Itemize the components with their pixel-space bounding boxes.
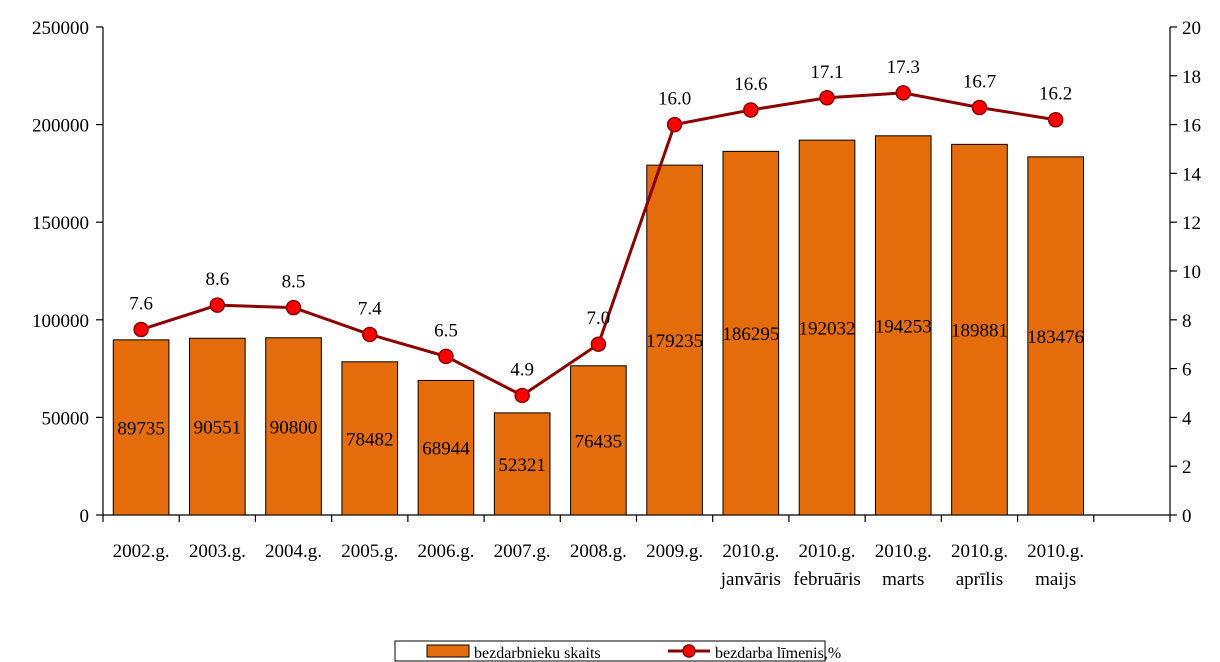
line-marker [819, 90, 835, 106]
y2-tick-label: 20 [1182, 18, 1201, 39]
y2-tick-label: 10 [1182, 262, 1201, 283]
x-tick-label: 2003.g. [189, 541, 246, 562]
y2-tick-label: 8 [1182, 311, 1192, 332]
x-tick-label: 2010.g. janvāris [720, 541, 781, 590]
legend-label: bezdarbnieku skaits [474, 645, 601, 662]
y-tick-label: 50000 [42, 408, 90, 429]
line-value-label: 16.0 [658, 89, 691, 110]
y-tick-label: 150000 [32, 213, 89, 234]
bar [265, 337, 322, 516]
line-marker [285, 299, 302, 316]
bar-value-label: 68944 [422, 439, 470, 460]
y2-tick-label: 6 [1182, 360, 1192, 381]
line-value-label: 16.7 [963, 72, 996, 93]
y2-tick-label: 2 [1182, 457, 1192, 478]
x-tick-label: 2004.g. [265, 541, 322, 562]
bar [112, 339, 170, 516]
line-value-label: 8.5 [282, 272, 306, 293]
line-value-label: 16.6 [734, 74, 767, 95]
bar [570, 365, 627, 516]
line-marker [590, 336, 607, 352]
y-tick-label: 250000 [32, 18, 89, 39]
y2-tick-label: 12 [1182, 213, 1201, 234]
x-tick-label: 2010.g. aprīlis [951, 541, 1008, 590]
line-value-label: 16.2 [1039, 84, 1072, 105]
line-marker [438, 348, 454, 365]
bar [189, 337, 246, 516]
legend-marker [682, 644, 696, 658]
bar [493, 412, 551, 516]
bar-value-label: 52321 [498, 455, 546, 476]
x-tick-label: 2008.g. [570, 541, 627, 562]
bar [341, 361, 399, 516]
line-marker [895, 85, 911, 101]
bar-value-label: 89735 [117, 418, 165, 439]
line-value-label: 7.6 [129, 294, 153, 315]
y2-tick-label: 18 [1182, 67, 1201, 88]
bar-value-label: 186295 [722, 324, 779, 345]
legend-box [394, 640, 826, 662]
y-tick-label: 0 [80, 506, 90, 527]
x-tick-label: 2005.g. [341, 541, 398, 562]
bar [874, 135, 932, 516]
bar-value-label: 183476 [1027, 327, 1084, 348]
line-value-label: 8.6 [205, 269, 229, 290]
bar [646, 164, 703, 516]
bar [722, 150, 780, 516]
y-tick-label: 100000 [32, 311, 89, 332]
bar-value-label: 76435 [575, 431, 623, 452]
line-value-label: 4.9 [510, 359, 534, 380]
line-marker [514, 387, 530, 404]
line-marker [1047, 111, 1064, 128]
y-tick-label: 200000 [32, 116, 89, 137]
legend-swatch [426, 644, 470, 658]
y2-tick-label: 0 [1182, 506, 1192, 527]
line-value-label: 17.1 [810, 62, 843, 83]
bar [1027, 156, 1084, 516]
bar-value-label: 90551 [194, 418, 242, 439]
bar-value-label: 90800 [270, 417, 318, 438]
x-tick-label: 2010.g. februāris [793, 541, 861, 590]
y2-tick-label: 4 [1182, 408, 1192, 429]
bar [951, 143, 1008, 516]
line-marker [666, 116, 683, 133]
x-tick-label: 2006.g. [417, 541, 474, 562]
bar-value-label: 194253 [875, 316, 932, 337]
y2-tick-label: 14 [1182, 164, 1202, 185]
y2-tick-label: 16 [1182, 116, 1201, 137]
line-marker [209, 297, 226, 313]
line-value-label: 7.4 [358, 298, 382, 319]
bar-value-label: 78482 [346, 429, 394, 450]
x-tick-label: 2010.g. maijs [1027, 541, 1084, 590]
line-marker [133, 321, 149, 338]
x-tick-label: 2002.g. [113, 541, 170, 562]
bar [417, 379, 475, 516]
legend-label: bezdarba līmenis,% [715, 645, 841, 662]
line-value-label: 6.5 [434, 320, 458, 341]
bar-value-label: 179235 [646, 331, 703, 352]
line-marker [971, 99, 988, 116]
line-value-label: 7.0 [587, 308, 611, 329]
bar-value-label: 189881 [951, 321, 1008, 342]
bar-value-label: 192032 [799, 319, 856, 340]
line-marker [743, 102, 759, 118]
line-marker [362, 326, 378, 343]
line-value-label: 17.3 [887, 57, 920, 78]
x-tick-label: 2010.g. marts [875, 541, 932, 590]
bar [798, 139, 856, 516]
x-tick-label: 2007.g. [494, 541, 551, 562]
x-tick-label: 2009.g. [646, 541, 703, 562]
